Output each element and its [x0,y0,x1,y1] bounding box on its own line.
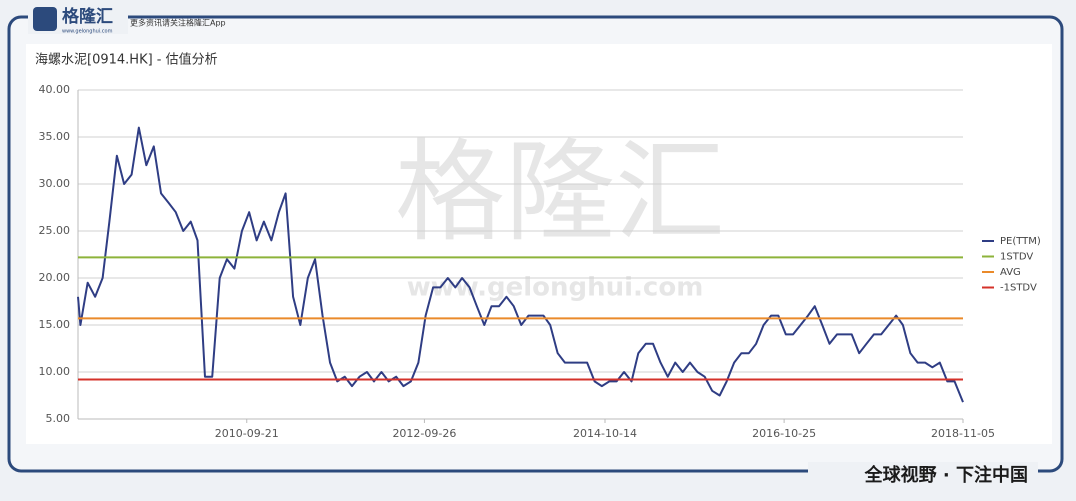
series-line [77,126,964,403]
y-tick-label: 5.00 [46,412,71,425]
y-tick-label: 15.00 [39,318,71,331]
footer: 全球视野 · 下注中国 [864,464,1028,486]
x-tick-label: 2018-11-05 [931,427,995,440]
y-tick-label: 40.00 [39,83,71,96]
logo-text: 格隆汇 [62,6,113,27]
y-tick-label: 25.00 [39,224,71,237]
footer-bg [808,462,1038,490]
y-tick-label: 30.00 [39,177,71,190]
x-tick-label: 2014-10-14 [573,427,637,440]
logo-icon [33,7,57,31]
x-tick-label: 2010-09-21 [215,427,279,440]
chart-title: 海螺水泥[0914.HK] - 估值分析 [35,52,218,68]
watermark: 格隆汇 [395,128,725,256]
legend-label: PE(TTM) [1000,236,1041,247]
x-tick-label: 2012-09-26 [392,427,456,440]
y-tick-label: 35.00 [39,130,71,143]
legend-label: AVG [1000,267,1021,278]
x-tick-label: 2016-10-25 [752,427,816,440]
legend-label: -1STDV [1000,283,1037,294]
watermark-url: www.gelonghui.com [407,273,704,303]
y-tick-label: 20.00 [39,271,71,284]
legend-label: 1STDV [1000,252,1033,263]
logo-site: www.gelonghui.com [62,29,113,35]
y-tick-label: 10.00 [39,365,71,378]
slogan: 更多资讯请关注格隆汇App [130,18,226,28]
